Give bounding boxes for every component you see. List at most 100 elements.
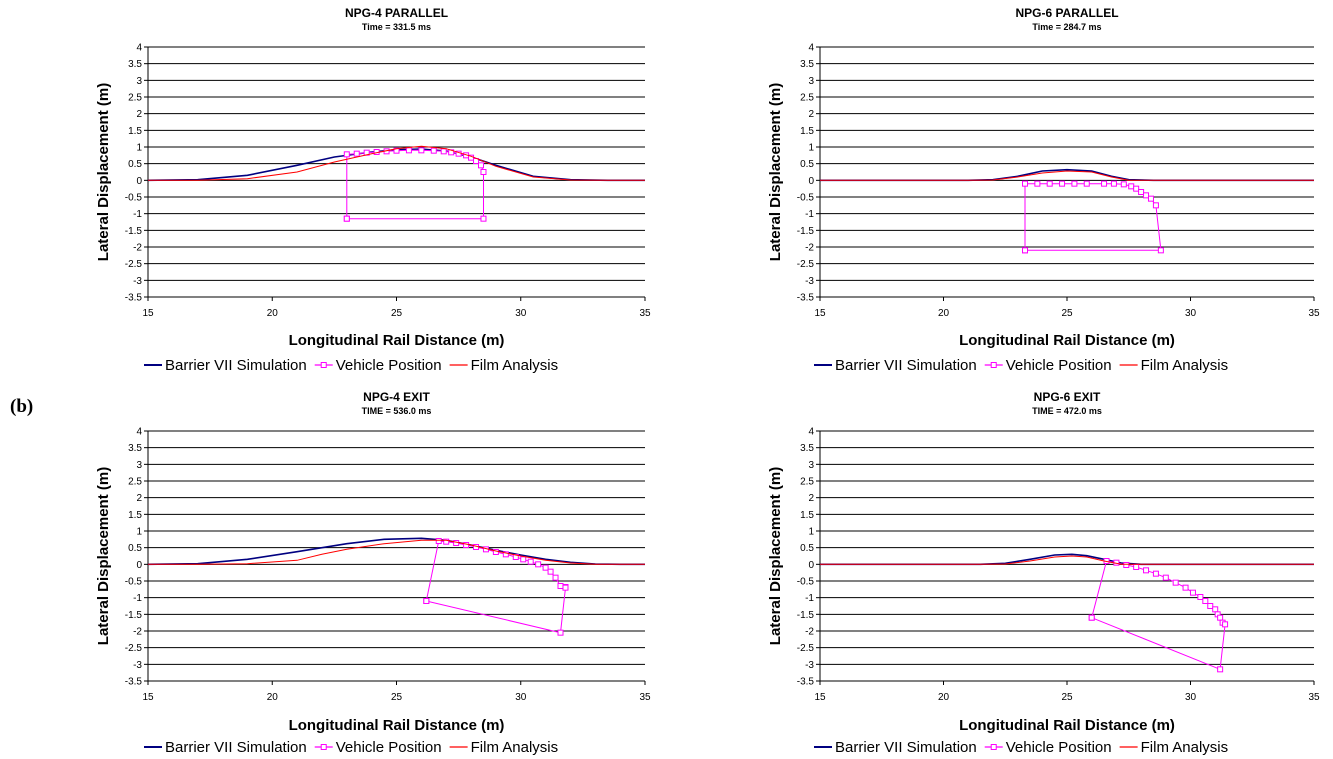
legend-label: Vehicle Position bbox=[1006, 357, 1112, 374]
y-tick-label: -2 bbox=[133, 243, 142, 254]
y-tick-label: 1.5 bbox=[128, 126, 142, 137]
y-tick-label: -1 bbox=[805, 209, 814, 220]
vehicle-point bbox=[1133, 185, 1140, 192]
vehicle-point bbox=[1182, 584, 1189, 591]
x-tick-label: 35 bbox=[639, 308, 651, 319]
vehicle-point bbox=[1138, 189, 1145, 195]
vehicle-point bbox=[1143, 192, 1150, 199]
vehicle-point bbox=[477, 162, 484, 169]
x-tick-label: 25 bbox=[1061, 308, 1073, 319]
vehicle-point bbox=[1189, 589, 1196, 596]
chart-title: NPG-4 EXIT bbox=[363, 390, 430, 404]
vehicle-point bbox=[440, 148, 447, 155]
vehicle-point bbox=[535, 561, 542, 568]
x-tick-label: 35 bbox=[1308, 308, 1320, 319]
y-tick-label: 2.5 bbox=[128, 93, 142, 104]
series-line-film bbox=[148, 539, 645, 565]
vehicle-point bbox=[527, 558, 534, 565]
y-tick-label: -3.5 bbox=[125, 293, 143, 304]
series-line-film bbox=[820, 555, 1314, 565]
series-line-film bbox=[148, 145, 645, 181]
y-tick-label: 2 bbox=[136, 493, 142, 504]
x-axis-label: Longitudinal Rail Distance (m) bbox=[959, 717, 1175, 734]
y-tick-label: 3 bbox=[136, 76, 142, 87]
y-tick-label: 2.5 bbox=[128, 477, 142, 488]
y-tick-label: 2.5 bbox=[800, 477, 814, 488]
y-tick-label: 0 bbox=[136, 560, 142, 571]
vehicle-point bbox=[480, 169, 487, 175]
legend-entry-film: Film Analysis bbox=[449, 357, 558, 374]
legend-label: Barrier VII Simulation bbox=[165, 357, 307, 374]
vehicle-point bbox=[1101, 180, 1108, 187]
y-tick-label: 1 bbox=[136, 527, 142, 538]
vehicle-point bbox=[430, 147, 437, 154]
legend-entry-vehicle: Vehicle Position bbox=[984, 357, 1112, 374]
y-tick-label: 3.5 bbox=[800, 59, 814, 70]
y-tick-label: 3.5 bbox=[800, 443, 814, 454]
legend-entry-simulation: Barrier VII Simulation bbox=[814, 739, 977, 756]
vehicle-point bbox=[423, 598, 430, 604]
legend-marker bbox=[320, 362, 327, 368]
y-tick-label: -3.5 bbox=[125, 677, 143, 688]
y-tick-label: 3.5 bbox=[128, 59, 142, 70]
vehicle-point bbox=[1022, 247, 1029, 254]
series-line-simulation bbox=[147, 148, 645, 182]
vehicle-point bbox=[1217, 614, 1224, 621]
y-axis-label: Lateral Displacement (m) bbox=[767, 83, 784, 261]
y-axis-label: Lateral Displacement (m) bbox=[95, 467, 112, 645]
x-tick-label: 30 bbox=[515, 692, 527, 703]
vehicle-point bbox=[1212, 606, 1219, 613]
legend-entry-simulation: Barrier VII Simulation bbox=[144, 357, 307, 374]
x-tick-label: 30 bbox=[1185, 308, 1197, 319]
y-tick-label: 1.5 bbox=[128, 510, 142, 521]
chart-2: NPG-6 PARALLEL Time = 284.7 ms -3.5 -3 -2.5 -… bbox=[767, 6, 1320, 374]
x-tick-label: 25 bbox=[391, 692, 403, 703]
vehicle-point bbox=[1071, 180, 1078, 187]
vehicle-point bbox=[1222, 621, 1229, 628]
chart-subtitle: TIME = 536.0 ms bbox=[362, 406, 432, 416]
x-tick-label: 20 bbox=[938, 308, 950, 319]
y-tick-label: -2 bbox=[133, 627, 142, 638]
y-tick-label: -3 bbox=[805, 660, 814, 671]
y-tick-label: -1.5 bbox=[797, 226, 815, 237]
vehicle-point bbox=[1157, 247, 1164, 254]
y-tick-label: -2.5 bbox=[797, 259, 815, 270]
legend-label: Vehicle Position bbox=[336, 739, 442, 756]
vehicle-point bbox=[1217, 666, 1224, 673]
vehicle-point bbox=[557, 583, 564, 589]
chart-subtitle: TIME = 472.0 ms bbox=[1032, 406, 1102, 416]
vehicle-point bbox=[435, 538, 442, 544]
chart-title: NPG-6 PARALLEL bbox=[1015, 6, 1118, 20]
vehicle-point bbox=[1197, 594, 1204, 600]
x-tick-label: 15 bbox=[142, 692, 154, 703]
vehicle-point bbox=[1207, 603, 1214, 609]
y-tick-label: 4 bbox=[808, 427, 814, 438]
vehicle-point bbox=[1133, 564, 1140, 570]
legend-entry-film: Film Analysis bbox=[1119, 357, 1228, 374]
y-tick-label: -3 bbox=[133, 660, 142, 671]
vehicle-point bbox=[1034, 180, 1041, 187]
y-tick-label: -2.5 bbox=[797, 643, 815, 654]
legend-label: Barrier VII Simulation bbox=[835, 739, 977, 756]
x-tick-label: 25 bbox=[1061, 692, 1073, 703]
legend-entry-film: Film Analysis bbox=[449, 739, 558, 756]
y-axis-label: Lateral Displacement (m) bbox=[767, 467, 784, 645]
x-tick-label: 20 bbox=[267, 308, 279, 319]
y-tick-label: -1 bbox=[133, 593, 142, 604]
vehicle-point bbox=[1022, 180, 1029, 187]
vehicle-point bbox=[443, 538, 450, 545]
y-tick-label: 1 bbox=[808, 143, 814, 154]
vehicle-point bbox=[1172, 579, 1179, 586]
y-tick-label: -2.5 bbox=[125, 259, 143, 270]
legend-label: Vehicle Position bbox=[336, 357, 442, 374]
vehicle-point bbox=[562, 584, 569, 591]
x-tick-label: 30 bbox=[515, 308, 527, 319]
vehicle-point bbox=[557, 629, 564, 636]
vehicle-point bbox=[1046, 180, 1053, 187]
y-tick-label: 3 bbox=[808, 76, 814, 87]
y-tick-label: -2 bbox=[805, 627, 814, 638]
y-tick-label: 0.5 bbox=[800, 543, 814, 554]
y-tick-label: -0.5 bbox=[125, 193, 143, 204]
legend-marker bbox=[990, 362, 997, 368]
y-tick-label: -3 bbox=[805, 276, 814, 287]
